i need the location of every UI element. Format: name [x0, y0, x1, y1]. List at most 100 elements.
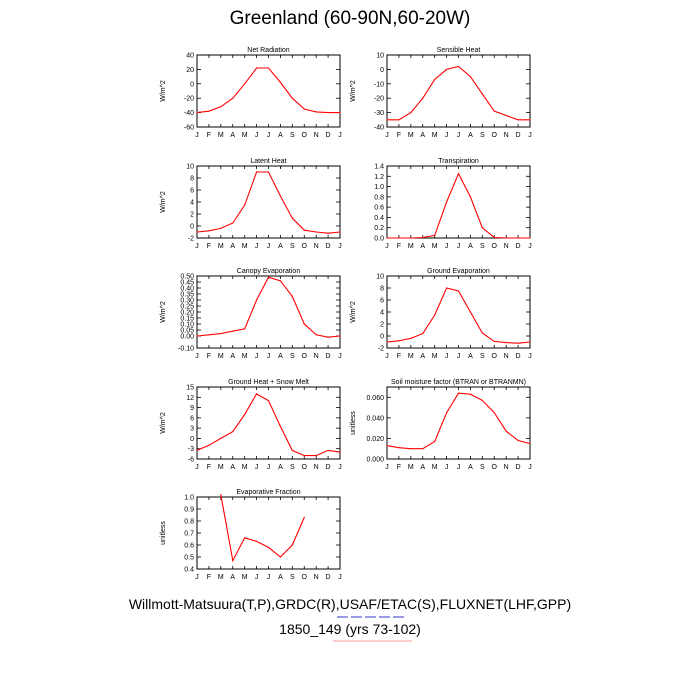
data-point [410, 112, 412, 114]
data-point [279, 81, 282, 83]
x-tick-label: M [408, 464, 414, 471]
x-tick-label: J [385, 464, 389, 471]
x-tick-label: J [267, 353, 271, 360]
x-tick-label: N [504, 243, 509, 250]
panel-title: Ground Heat + Snow Melt [228, 379, 309, 386]
data-point [327, 449, 329, 452]
data-point [208, 230, 210, 232]
x-tick-label: M [218, 243, 224, 250]
y-tick-label: 0.05 [180, 328, 194, 335]
y-tick-label: 0.35 [180, 292, 194, 299]
x-tick-label: J [338, 574, 342, 581]
x-tick-label: J [267, 132, 271, 139]
x-tick-label: J [267, 464, 271, 471]
data-point [279, 195, 282, 197]
x-tick-label: S [290, 132, 295, 139]
data-point [517, 119, 519, 121]
y-tick-label: 0.50 [180, 274, 194, 281]
caption-underline-marks [333, 616, 412, 642]
x-tick-label: O [302, 353, 308, 360]
data-point [279, 280, 282, 282]
y-tick-label: 0.040 [366, 415, 384, 422]
y-tick-label: 2 [190, 212, 194, 219]
x-tick-label: O [302, 464, 308, 471]
y-tick-label: 10 [186, 164, 194, 171]
data-point [232, 430, 234, 433]
panel-title: Canopy Evaporation [237, 268, 301, 275]
x-tick-label: J [195, 132, 199, 139]
x-tick-label: A [420, 243, 425, 250]
y-tick-label: -20 [374, 96, 384, 103]
data-point [303, 229, 305, 231]
y-tick-label: 1.4 [374, 164, 384, 171]
data-point [244, 204, 246, 206]
data-point [493, 110, 495, 112]
data-point [505, 114, 507, 117]
x-tick-label: A [230, 464, 235, 471]
x-tick-label: O [302, 132, 308, 139]
data-point [529, 442, 531, 445]
y-tick-label: 0.5 [184, 555, 194, 562]
data-point [220, 106, 222, 108]
x-tick-label: A [468, 243, 473, 250]
x-tick-label: D [326, 353, 331, 360]
x-tick-label: J [385, 353, 389, 360]
x-tick-label: J [445, 243, 449, 250]
data-point [315, 334, 317, 336]
data-point [457, 65, 460, 68]
data-point [220, 227, 222, 229]
y-tick-label: 0 [190, 224, 194, 231]
x-tick-label: J [267, 574, 271, 581]
x-tick-label: S [480, 132, 485, 139]
y-tick-label: -2 [188, 236, 194, 243]
case-caption: 1850_149 (yrs 73-102) [279, 621, 421, 637]
data-point [445, 412, 448, 414]
series-line [196, 393, 341, 457]
y-tick-label: 15 [186, 385, 194, 392]
series-line [220, 494, 305, 563]
x-tick-label: N [504, 353, 509, 360]
y-tick-label: 10 [376, 274, 384, 281]
x-tick-label: J [338, 353, 342, 360]
data-point [398, 237, 400, 239]
y-tick-label: 0.020 [366, 436, 384, 443]
data-point [434, 234, 436, 237]
x-tick-label: A [468, 353, 473, 360]
y-tick-label: 4 [380, 310, 384, 317]
x-tick-label: J [445, 132, 449, 139]
x-tick-label: J [195, 243, 199, 250]
x-tick-label: D [326, 574, 331, 581]
x-tick-label: N [314, 132, 319, 139]
x-tick-label: S [290, 353, 295, 360]
panel-title: Soil moisture factor (BTRAN or BTRANMN) [391, 379, 526, 386]
y-tick-label: 10 [376, 53, 384, 60]
data-point [244, 328, 246, 330]
x-tick-label: A [230, 353, 235, 360]
data-point [410, 448, 412, 450]
data-point [445, 287, 448, 289]
x-tick-label: J [195, 464, 199, 471]
x-tick-label: D [326, 132, 331, 139]
data-point [291, 295, 293, 297]
x-tick-label: A [420, 132, 425, 139]
x-tick-label: S [290, 243, 295, 250]
plot-frame [196, 386, 341, 460]
data-point [517, 439, 519, 442]
y-tick-label: 3 [190, 426, 194, 433]
y-axis-label: unitless [350, 411, 357, 435]
y-tick-label: 8 [190, 176, 194, 183]
data-point [232, 330, 234, 332]
panel-title: Transpiration [438, 158, 479, 165]
y-tick-label: 0.40 [180, 286, 194, 293]
x-tick-label: N [314, 243, 319, 250]
data-point [315, 231, 317, 233]
data-point [327, 336, 329, 338]
y-axis-label: unitless [160, 521, 167, 545]
y-tick-label: 0.2 [374, 225, 384, 232]
y-tick-label: 0.30 [180, 298, 194, 305]
y-tick-label: 0.7 [184, 531, 194, 538]
